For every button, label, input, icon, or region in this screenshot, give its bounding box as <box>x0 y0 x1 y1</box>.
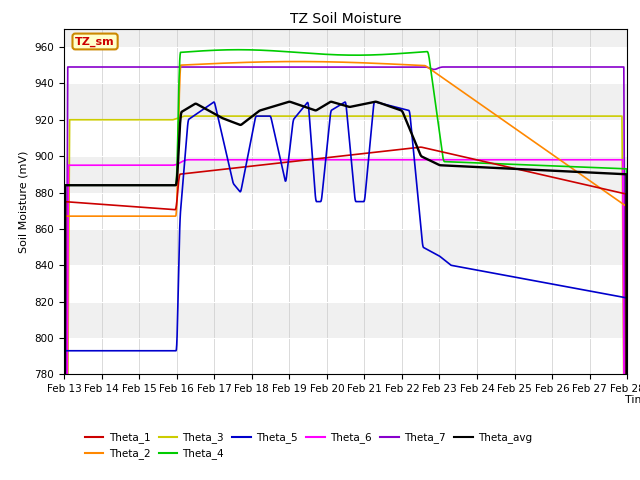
Bar <box>64 265 627 301</box>
Bar <box>64 338 627 374</box>
Bar <box>64 120 627 156</box>
Bar <box>64 192 627 229</box>
X-axis label: Time: Time <box>625 395 640 405</box>
Bar <box>64 156 627 192</box>
Bar <box>64 301 627 338</box>
Text: TZ_sm: TZ_sm <box>76 36 115 47</box>
Y-axis label: Soil Moisture (mV): Soil Moisture (mV) <box>19 150 29 253</box>
Bar <box>64 229 627 265</box>
Bar <box>64 47 627 84</box>
Title: TZ Soil Moisture: TZ Soil Moisture <box>290 12 401 26</box>
Bar <box>64 84 627 120</box>
Legend: Theta_1, Theta_2, Theta_3, Theta_4, Theta_5, Theta_6, Theta_7, Theta_avg: Theta_1, Theta_2, Theta_3, Theta_4, Thet… <box>81 428 536 463</box>
